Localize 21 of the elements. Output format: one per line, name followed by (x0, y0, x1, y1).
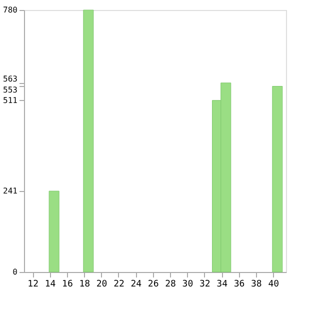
x-tick-label: 26 (148, 280, 159, 290)
y-tick-label: 563 (3, 74, 18, 84)
x-tick-label: 16 (62, 280, 73, 290)
y-tick-label: 780 (3, 6, 18, 14)
x-tick-label: 38 (251, 280, 262, 290)
x-tick-label: 18 (79, 280, 90, 290)
x-tick-label: 28 (165, 280, 176, 290)
x-tick-label: 22 (114, 280, 124, 290)
y-tick-label: 0 (12, 268, 18, 276)
x-tick-label: 24 (130, 280, 142, 290)
x-tick-label: 34 (216, 280, 228, 290)
x-tick-label: 14 (44, 280, 56, 290)
x-tick-label: 20 (96, 280, 108, 290)
y-tick-label: 241 (3, 186, 18, 196)
x-tick-label: 30 (182, 280, 194, 290)
x-tick-label: 36 (234, 280, 245, 290)
x-tick-label: 40 (268, 280, 280, 290)
x-tick-label: 12 (28, 280, 39, 290)
x-tick-label: 32 (199, 280, 210, 290)
y-tick-label: 553 (3, 86, 18, 95)
y-tick-label: 511 (3, 96, 18, 105)
